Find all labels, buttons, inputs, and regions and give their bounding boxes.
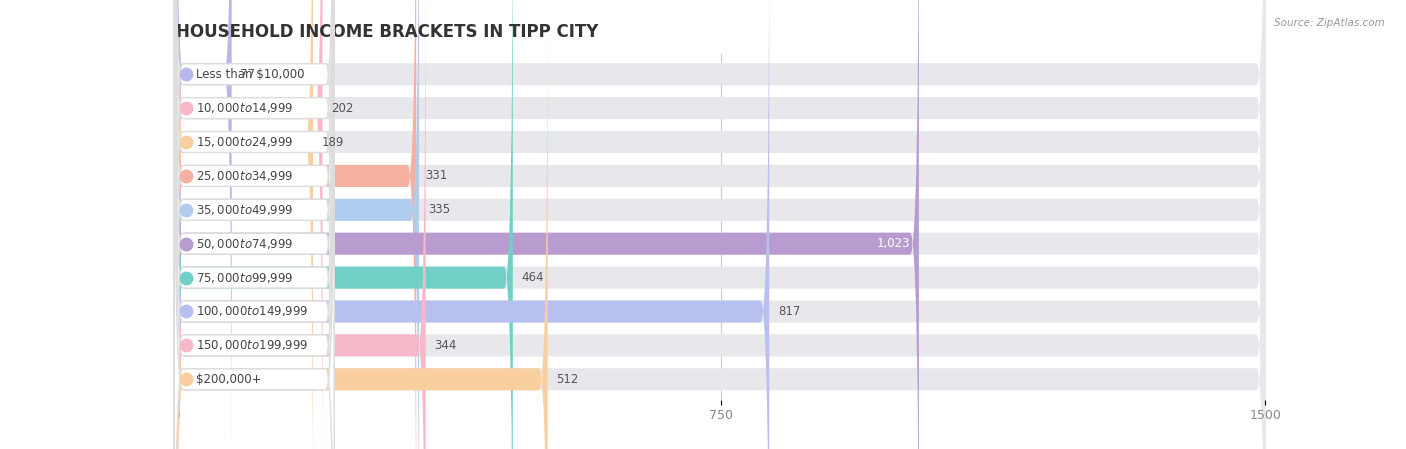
FancyBboxPatch shape (176, 0, 322, 449)
FancyBboxPatch shape (174, 0, 335, 436)
FancyBboxPatch shape (176, 0, 232, 449)
FancyBboxPatch shape (176, 0, 1265, 449)
FancyBboxPatch shape (176, 0, 1265, 449)
FancyBboxPatch shape (176, 0, 1265, 449)
Text: $50,000 to $74,999: $50,000 to $74,999 (195, 237, 294, 251)
FancyBboxPatch shape (176, 0, 1265, 449)
FancyBboxPatch shape (176, 0, 1265, 449)
FancyBboxPatch shape (174, 0, 335, 449)
FancyBboxPatch shape (174, 0, 335, 449)
FancyBboxPatch shape (176, 0, 1265, 449)
Text: 344: 344 (434, 339, 457, 352)
Text: 77: 77 (240, 68, 256, 81)
FancyBboxPatch shape (174, 17, 335, 449)
FancyBboxPatch shape (174, 0, 335, 449)
FancyBboxPatch shape (176, 0, 314, 449)
FancyBboxPatch shape (176, 0, 920, 449)
FancyBboxPatch shape (176, 0, 513, 449)
FancyBboxPatch shape (174, 0, 335, 449)
Text: 1,023: 1,023 (877, 237, 910, 250)
Text: 464: 464 (522, 271, 544, 284)
FancyBboxPatch shape (176, 0, 1265, 449)
FancyBboxPatch shape (176, 0, 1265, 449)
FancyBboxPatch shape (176, 0, 1265, 449)
Text: $35,000 to $49,999: $35,000 to $49,999 (195, 203, 294, 217)
Text: Less than $10,000: Less than $10,000 (195, 68, 305, 81)
Text: $150,000 to $199,999: $150,000 to $199,999 (195, 339, 308, 352)
FancyBboxPatch shape (174, 0, 335, 449)
Text: HOUSEHOLD INCOME BRACKETS IN TIPP CITY: HOUSEHOLD INCOME BRACKETS IN TIPP CITY (176, 23, 598, 41)
FancyBboxPatch shape (176, 0, 1265, 449)
Text: $15,000 to $24,999: $15,000 to $24,999 (195, 135, 294, 149)
Text: $100,000 to $149,999: $100,000 to $149,999 (195, 304, 308, 318)
Text: 817: 817 (778, 305, 800, 318)
FancyBboxPatch shape (176, 0, 426, 449)
Text: $200,000+: $200,000+ (195, 373, 262, 386)
FancyBboxPatch shape (176, 0, 419, 449)
FancyBboxPatch shape (174, 0, 335, 449)
FancyBboxPatch shape (176, 0, 548, 449)
Text: $75,000 to $99,999: $75,000 to $99,999 (195, 271, 294, 285)
Text: 202: 202 (332, 101, 353, 114)
FancyBboxPatch shape (176, 0, 416, 449)
Text: 189: 189 (322, 136, 344, 149)
FancyBboxPatch shape (176, 0, 769, 449)
Text: 335: 335 (427, 203, 450, 216)
FancyBboxPatch shape (174, 0, 335, 449)
Text: $25,000 to $34,999: $25,000 to $34,999 (195, 169, 294, 183)
Text: $10,000 to $14,999: $10,000 to $14,999 (195, 101, 294, 115)
FancyBboxPatch shape (174, 0, 335, 449)
Text: Source: ZipAtlas.com: Source: ZipAtlas.com (1274, 18, 1385, 28)
Text: 512: 512 (557, 373, 579, 386)
Text: 331: 331 (425, 169, 447, 182)
